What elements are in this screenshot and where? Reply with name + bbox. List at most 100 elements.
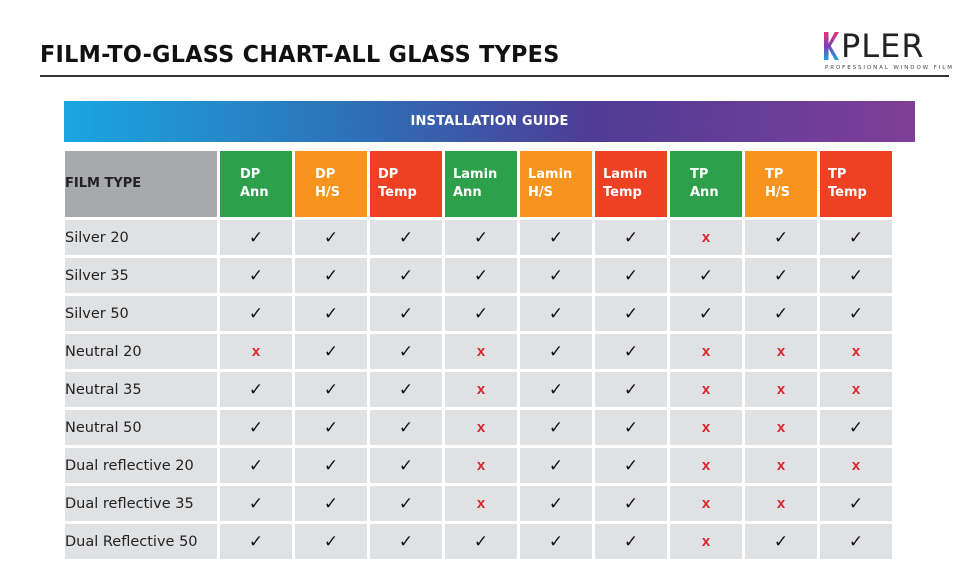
- compatible-check: ✓: [295, 524, 367, 559]
- compatible-check: ✓: [670, 296, 742, 331]
- compatible-check: ✓: [595, 372, 667, 407]
- column-header-line2: Ann: [453, 185, 482, 200]
- title-divider: [40, 75, 949, 77]
- incompatible-mark: x: [670, 524, 742, 559]
- compatible-check: ✓: [445, 220, 517, 255]
- compatible-check: ✓: [370, 258, 442, 293]
- compatible-check: ✓: [370, 486, 442, 521]
- table-row: Neutral 50 ✓ ✓ ✓ x ✓ ✓ x x ✓: [65, 410, 892, 445]
- compatible-check: ✓: [520, 524, 592, 559]
- compatible-check: ✓: [670, 258, 742, 293]
- compatible-check: ✓: [295, 486, 367, 521]
- incompatible-mark: x: [670, 220, 742, 255]
- compatible-check: ✓: [370, 448, 442, 483]
- table-row: Silver 35 ✓ ✓ ✓ ✓ ✓ ✓ ✓ ✓ ✓: [65, 258, 892, 293]
- incompatible-mark: x: [445, 334, 517, 369]
- incompatible-mark: x: [670, 372, 742, 407]
- column-header-line1: Lamin: [528, 167, 573, 182]
- column-header: Lamin H/S: [520, 151, 592, 217]
- compatible-check: ✓: [295, 334, 367, 369]
- compatible-check: ✓: [520, 334, 592, 369]
- compatible-check: ✓: [595, 220, 667, 255]
- table-row: Neutral 35 ✓ ✓ ✓ x ✓ ✓ x x x: [65, 372, 892, 407]
- film-type-name: Neutral 20: [65, 334, 217, 369]
- column-header-line2: H/S: [315, 185, 340, 200]
- compatible-check: ✓: [445, 258, 517, 293]
- incompatible-mark: x: [670, 448, 742, 483]
- column-header: Lamin Ann: [445, 151, 517, 217]
- compatible-check: ✓: [220, 524, 292, 559]
- compatible-check: ✓: [220, 258, 292, 293]
- incompatible-mark: x: [220, 334, 292, 369]
- table-row: Silver 20 ✓ ✓ ✓ ✓ ✓ ✓ x ✓ ✓: [65, 220, 892, 255]
- film-type-name: Dual reflective 35: [65, 486, 217, 521]
- compatible-check: ✓: [220, 372, 292, 407]
- compatible-check: ✓: [820, 524, 892, 559]
- column-header-line1: Lamin: [453, 167, 498, 182]
- compatible-check: ✓: [820, 220, 892, 255]
- compatible-check: ✓: [595, 524, 667, 559]
- compatible-check: ✓: [295, 410, 367, 445]
- compatible-check: ✓: [295, 220, 367, 255]
- table-row: Silver 50 ✓ ✓ ✓ ✓ ✓ ✓ ✓ ✓ ✓: [65, 296, 892, 331]
- table-header-row: FILM TYPE DP Ann DP H/S DP Temp Lamin Ann Lamin H…: [65, 151, 892, 217]
- table-row: Dual Reflective 50 ✓ ✓ ✓ ✓ ✓ ✓ x ✓ ✓: [65, 524, 892, 559]
- compatible-check: ✓: [220, 448, 292, 483]
- column-header-line1: TP: [828, 167, 847, 182]
- incompatible-mark: x: [820, 372, 892, 407]
- logo-k-icon: [824, 32, 839, 60]
- column-header-line2: Temp: [828, 185, 867, 200]
- compatible-check: ✓: [370, 410, 442, 445]
- incompatible-mark: x: [670, 334, 742, 369]
- column-header-line1: DP: [378, 167, 399, 182]
- incompatible-mark: x: [820, 448, 892, 483]
- compatible-check: ✓: [520, 486, 592, 521]
- column-header: TP Temp: [820, 151, 892, 217]
- film-type-name: Silver 50: [65, 296, 217, 331]
- column-header: TP Ann: [670, 151, 742, 217]
- compatible-check: ✓: [595, 334, 667, 369]
- film-type-header: FILM TYPE: [65, 151, 217, 217]
- compatible-check: ✓: [595, 486, 667, 521]
- incompatible-mark: x: [745, 448, 817, 483]
- compatible-check: ✓: [820, 410, 892, 445]
- table-row: Neutral 20 x ✓ ✓ x ✓ ✓ x x x: [65, 334, 892, 369]
- compatible-check: ✓: [370, 220, 442, 255]
- incompatible-mark: x: [445, 448, 517, 483]
- incompatible-mark: x: [670, 410, 742, 445]
- logo-subtitle: PROFESSIONAL WINDOW FILM: [825, 65, 954, 71]
- compatible-check: ✓: [520, 296, 592, 331]
- compatible-check: ✓: [370, 372, 442, 407]
- logo-wordmark: PLER: [824, 30, 925, 62]
- incompatible-mark: x: [745, 486, 817, 521]
- compatible-check: ✓: [295, 448, 367, 483]
- column-header: DP Temp: [370, 151, 442, 217]
- incompatible-mark: x: [445, 410, 517, 445]
- compatible-check: ✓: [745, 296, 817, 331]
- kepler-logo: PLER PROFESSIONAL WINDOW FILM: [824, 30, 952, 74]
- table-row: Dual reflective 20 ✓ ✓ ✓ x ✓ ✓ x x x: [65, 448, 892, 483]
- film-to-glass-table: FILM TYPE DP Ann DP H/S DP Temp Lamin Ann Lamin H…: [62, 148, 895, 562]
- compatible-check: ✓: [520, 410, 592, 445]
- compatible-check: ✓: [520, 372, 592, 407]
- compatible-check: ✓: [595, 296, 667, 331]
- incompatible-mark: x: [670, 486, 742, 521]
- compatible-check: ✓: [520, 448, 592, 483]
- compatible-check: ✓: [370, 524, 442, 559]
- compatible-check: ✓: [820, 258, 892, 293]
- compatible-check: ✓: [745, 258, 817, 293]
- compatible-check: ✓: [220, 220, 292, 255]
- film-type-name: Neutral 50: [65, 410, 217, 445]
- column-header-line1: DP: [315, 167, 336, 182]
- compatible-check: ✓: [370, 296, 442, 331]
- compatible-check: ✓: [520, 220, 592, 255]
- column-header: DP Ann: [220, 151, 292, 217]
- column-header-line2: H/S: [528, 185, 553, 200]
- film-type-name: Silver 20: [65, 220, 217, 255]
- compatible-check: ✓: [595, 448, 667, 483]
- incompatible-mark: x: [445, 486, 517, 521]
- column-header-line1: Lamin: [603, 167, 648, 182]
- installation-guide-banner: INSTALLATION GUIDE: [64, 101, 915, 142]
- compatible-check: ✓: [595, 258, 667, 293]
- compatible-check: ✓: [445, 524, 517, 559]
